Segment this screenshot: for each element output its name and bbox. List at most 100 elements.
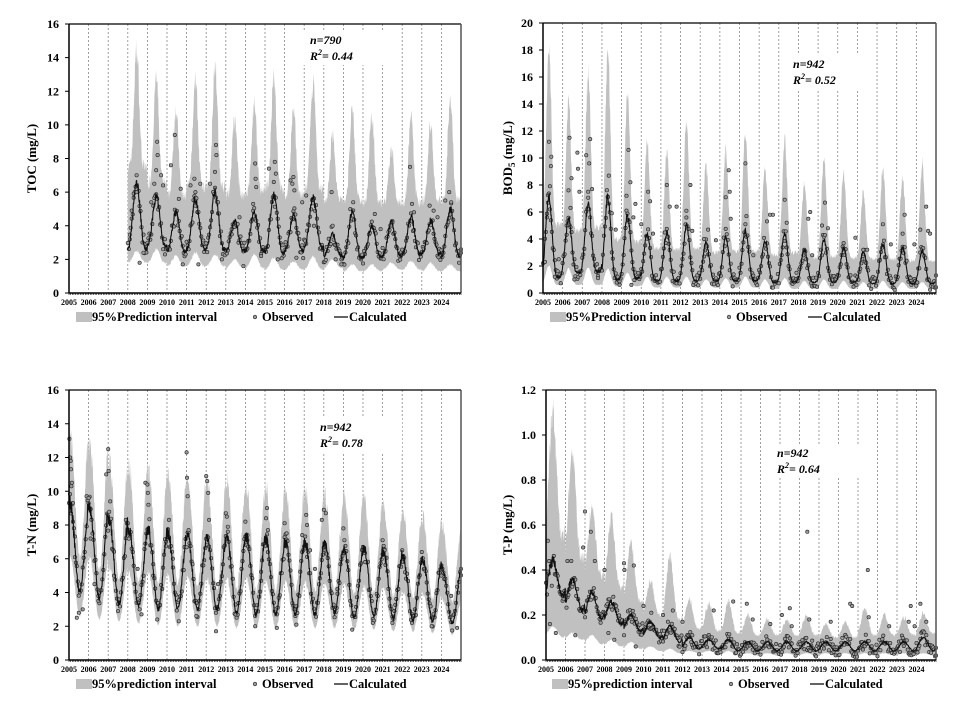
observed-point — [176, 196, 181, 201]
observed-point — [874, 642, 879, 647]
observed-point — [251, 201, 256, 206]
observed-point — [339, 262, 344, 267]
observed-point — [865, 567, 870, 572]
observed-point — [613, 227, 618, 232]
observed-point — [867, 651, 872, 656]
observed-point — [881, 238, 886, 243]
observed-point — [155, 617, 160, 622]
x-tick-label: 2009 — [616, 665, 632, 674]
observed-point — [242, 240, 247, 245]
x-tick-label: 2022 — [869, 298, 885, 307]
observed-point — [174, 608, 179, 613]
observed-point — [241, 264, 246, 269]
observed-point — [188, 183, 193, 188]
x-tick-label: 2023 — [889, 665, 905, 674]
observed-point — [770, 285, 775, 290]
observed-point — [586, 195, 591, 200]
observed-point — [419, 549, 424, 554]
observed-point — [547, 184, 552, 189]
legend-band-swatch — [76, 312, 92, 322]
y-tick-label: 0.6 — [521, 518, 536, 532]
x-tick-label: 2009 — [139, 665, 155, 674]
y-tick-label: 12 — [521, 124, 533, 138]
observed-point — [569, 558, 574, 563]
observed-point — [186, 528, 191, 533]
observed-point — [304, 512, 309, 517]
observed-point — [648, 199, 653, 204]
observed-point — [300, 200, 305, 205]
observed-point — [810, 638, 815, 643]
observed-point — [80, 607, 85, 612]
x-tick-label: 2013 — [694, 665, 710, 674]
toc-chart: 2005 2006 2007 2008 2009 2010 2011 2012 2013 2014… — [24, 17, 463, 324]
observed-point — [731, 272, 736, 277]
observed-point — [323, 257, 328, 262]
observed-point — [723, 645, 728, 650]
observed-point — [646, 189, 651, 194]
observed-point — [837, 652, 842, 657]
observed-point — [794, 270, 799, 275]
calculated-line — [543, 192, 936, 286]
x-tick-label: 2010 — [159, 298, 175, 307]
observed-point — [810, 253, 815, 258]
observed-point — [272, 159, 277, 164]
calculated-line — [127, 179, 461, 262]
observed-point — [624, 193, 629, 198]
observed-point — [590, 187, 595, 192]
x-tick-label: 2020 — [355, 665, 371, 674]
observed-point — [808, 210, 813, 215]
observed-point — [161, 183, 166, 188]
observed-point — [875, 654, 880, 659]
observed-point — [243, 519, 248, 524]
observed-point — [918, 227, 923, 232]
y-axis-label: TOC (mg/L) — [24, 124, 39, 193]
observed-point — [266, 166, 271, 171]
observed-point — [649, 610, 654, 615]
observed-point — [92, 582, 97, 587]
x-tick-label: 2024 — [908, 298, 924, 307]
observed-point — [253, 176, 258, 181]
observed-point — [704, 645, 709, 650]
observed-point — [553, 630, 558, 635]
observed-point — [653, 273, 658, 278]
observed-point — [312, 566, 317, 571]
legend-band-label: 95%Prediction interval — [92, 310, 218, 324]
observed-point — [76, 610, 81, 615]
observed-point — [901, 643, 906, 648]
observed-point — [118, 604, 123, 609]
observed-point — [617, 282, 622, 287]
observed-point — [908, 275, 913, 280]
observed-point — [205, 479, 210, 484]
observed-point — [216, 582, 221, 587]
observed-point — [690, 228, 695, 233]
y-tick-label: 18 — [521, 43, 533, 57]
observed-point — [782, 197, 787, 202]
x-tick-label: 2016 — [277, 298, 293, 307]
observed-point — [915, 650, 920, 655]
observed-point — [369, 219, 374, 224]
observed-point — [724, 232, 729, 237]
x-tick-label: 2017 — [772, 665, 788, 674]
x-tick-label: 2007 — [574, 298, 590, 307]
observed-point — [641, 603, 646, 608]
x-tick-label: 2010 — [159, 665, 175, 674]
observed-point — [815, 284, 820, 289]
observed-point — [873, 650, 878, 655]
y-axis-label-text: BOD — [500, 167, 515, 195]
observed-point — [784, 220, 789, 225]
observed-point — [311, 223, 316, 228]
x-tick-label: 2017 — [296, 298, 312, 307]
x-tick-label: 2012 — [198, 298, 214, 307]
observed-point — [350, 627, 355, 632]
observed-point — [723, 226, 728, 231]
legend-calculated-label: Calculated — [349, 310, 407, 324]
observed-point — [822, 200, 827, 205]
legend-observed-label: Observed — [736, 310, 787, 324]
x-tick-label: 2018 — [316, 665, 332, 674]
observed-point — [829, 282, 834, 287]
observed-point — [805, 529, 810, 534]
legend-band-swatch — [550, 312, 566, 322]
observed-point — [106, 528, 111, 533]
observed-point — [660, 612, 665, 617]
observed-point — [155, 153, 160, 158]
